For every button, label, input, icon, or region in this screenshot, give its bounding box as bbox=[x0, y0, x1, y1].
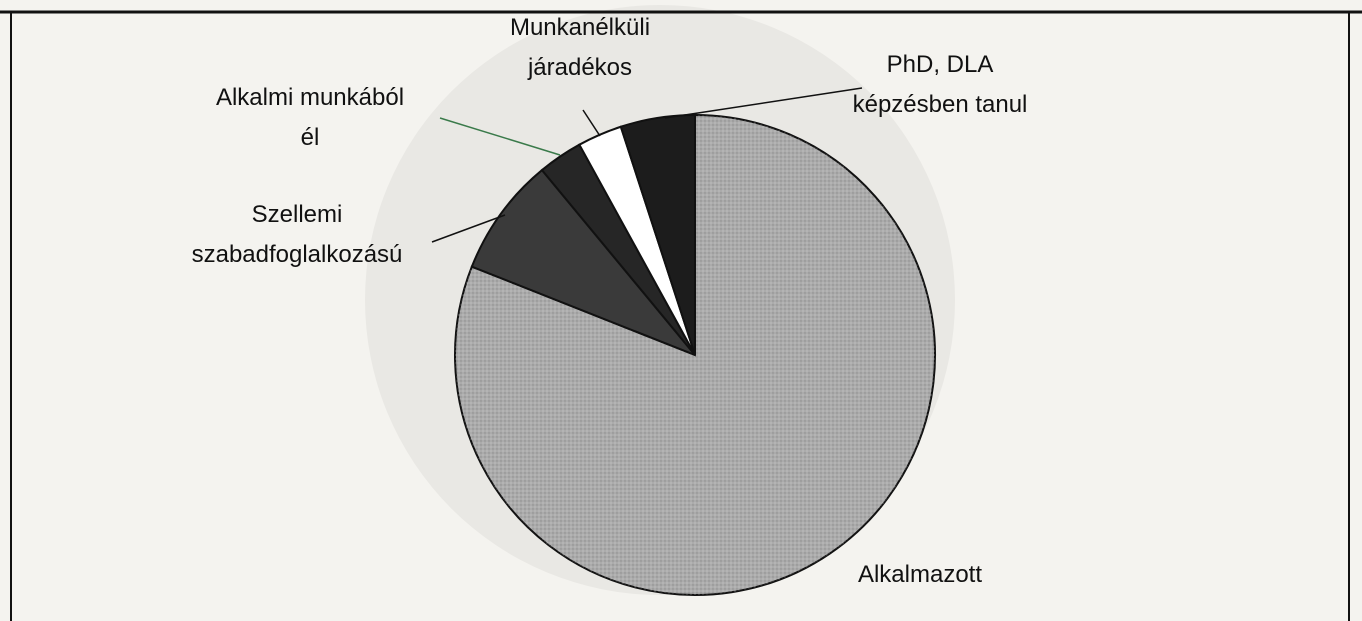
slice-label: PhD, DLA képzésben tanul bbox=[853, 51, 1028, 118]
leader-line bbox=[439, 117, 561, 156]
leader-line bbox=[664, 87, 863, 119]
leader-line bbox=[582, 109, 601, 137]
slice-label: Szellemi szabadfoglalkozású bbox=[192, 201, 403, 268]
pie bbox=[454, 113, 936, 596]
pie-slice bbox=[619, 113, 696, 356]
slice-label: Munkanélküli járadékos bbox=[510, 14, 650, 81]
slice-label: Alkalmazott bbox=[858, 561, 982, 588]
labels: Alkalmazott Szellemi szabadfoglalkozású Alk… bbox=[192, 14, 1028, 588]
pie-slice bbox=[470, 168, 696, 356]
leader-line bbox=[431, 214, 506, 243]
slice-label: Alkalmi munkából él bbox=[216, 84, 404, 151]
